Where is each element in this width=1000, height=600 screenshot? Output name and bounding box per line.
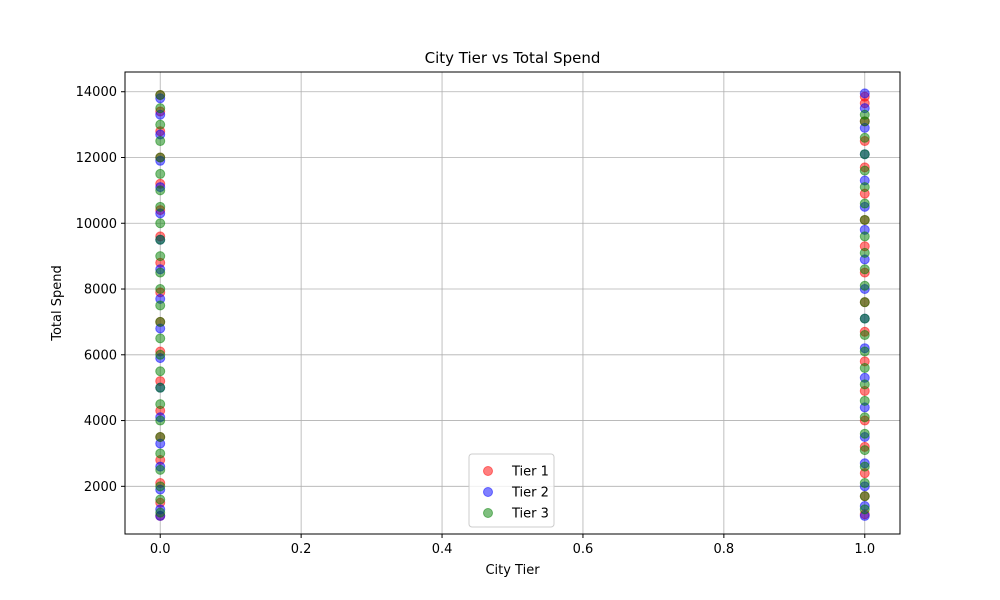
data-point xyxy=(155,333,166,344)
x-tick-label: 0.2 xyxy=(291,542,312,557)
y-tick-label: 10000 xyxy=(76,217,117,232)
data-point xyxy=(155,284,166,295)
data-point xyxy=(859,362,870,373)
data-point xyxy=(155,464,166,475)
data-point xyxy=(859,346,870,357)
data-point xyxy=(859,412,870,423)
y-tick-label: 14000 xyxy=(76,85,117,100)
x-tick-label: 0.4 xyxy=(432,542,453,557)
data-point xyxy=(155,218,166,229)
data-point xyxy=(155,481,166,492)
data-point xyxy=(859,445,870,456)
data-point xyxy=(155,136,166,147)
data-point xyxy=(155,168,166,179)
data-point xyxy=(155,399,166,410)
x-tick-label: 0.0 xyxy=(150,542,171,557)
legend-label: Tier 1 xyxy=(511,465,549,480)
data-point xyxy=(155,90,166,101)
legend-label: Tier 2 xyxy=(511,486,549,501)
x-axis-title: City Tier xyxy=(485,563,540,578)
data-point xyxy=(859,297,870,308)
y-tick-label: 6000 xyxy=(84,348,117,363)
data-point xyxy=(155,431,166,442)
data-point xyxy=(859,280,870,291)
legend-marker xyxy=(483,487,493,497)
legend: Tier 1 Tier 2 Tier 3 xyxy=(468,453,555,528)
data-point xyxy=(155,234,166,245)
data-point xyxy=(155,507,166,518)
data-point xyxy=(859,313,870,324)
plot-area-frame xyxy=(124,71,901,535)
data-point xyxy=(155,267,166,278)
data-point xyxy=(155,349,166,360)
y-axis-title: Total Spend xyxy=(50,265,65,342)
data-point xyxy=(155,201,166,212)
x-tick-label: 1.0 xyxy=(854,542,875,557)
data-point xyxy=(859,182,870,193)
legend-marker xyxy=(483,508,493,518)
data-point xyxy=(859,478,870,489)
legend-label: Tier 3 xyxy=(511,507,549,522)
series-3 xyxy=(155,90,870,518)
data-point xyxy=(859,231,870,242)
data-point xyxy=(859,330,870,341)
data-point xyxy=(155,300,166,311)
data-point xyxy=(859,379,870,390)
y-tick-label: 12000 xyxy=(76,151,117,166)
data-point xyxy=(155,103,166,114)
data-point xyxy=(155,382,166,393)
data-points xyxy=(155,88,870,521)
data-point xyxy=(859,149,870,160)
x-tick-label: 0.6 xyxy=(573,542,594,557)
data-point xyxy=(859,165,870,176)
data-point xyxy=(155,251,166,262)
data-point xyxy=(859,461,870,472)
legend-marker xyxy=(483,466,493,476)
data-point xyxy=(155,448,166,459)
data-point xyxy=(859,88,870,99)
data-point xyxy=(859,214,870,225)
data-point xyxy=(859,428,870,439)
y-tick-label: 4000 xyxy=(84,414,117,429)
y-tick-label: 2000 xyxy=(84,480,117,495)
data-point xyxy=(859,198,870,209)
axis-ticks: 0.0 0.2 0.4 0.6 0.8 1.0 2000 4000 6000 8000 10000 1… xyxy=(76,85,875,557)
data-point xyxy=(155,494,166,505)
chart-title: City Tier vs Total Spend xyxy=(425,49,601,67)
data-point xyxy=(155,366,166,377)
data-point xyxy=(859,132,870,143)
data-point xyxy=(155,316,166,327)
data-point xyxy=(859,109,870,120)
data-point xyxy=(155,185,166,196)
data-point xyxy=(859,491,870,502)
data-point xyxy=(859,264,870,275)
data-point xyxy=(859,395,870,406)
data-point xyxy=(155,119,166,130)
data-point xyxy=(859,247,870,258)
x-tick-label: 0.8 xyxy=(714,542,735,557)
data-point xyxy=(155,152,166,163)
data-point xyxy=(859,504,870,515)
data-point xyxy=(155,415,166,426)
y-tick-label: 8000 xyxy=(84,283,117,298)
